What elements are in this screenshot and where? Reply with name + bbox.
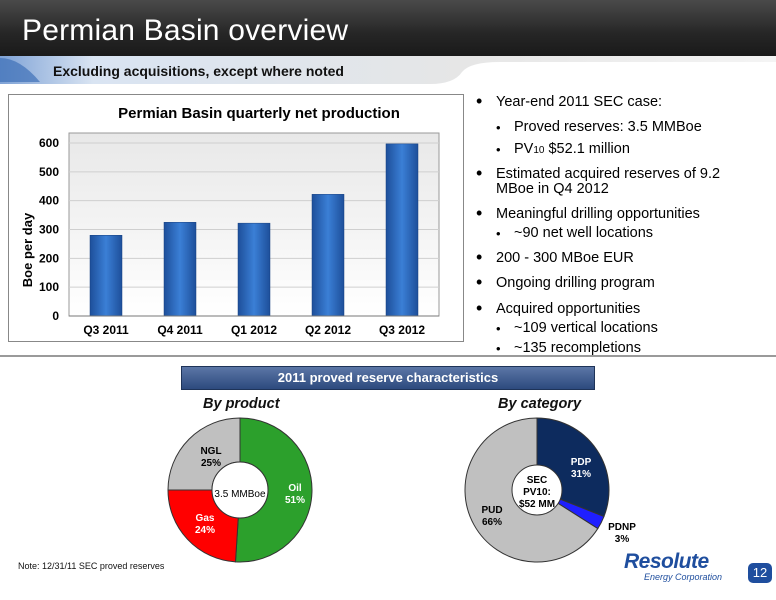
- bullet-eur: 200 - 300 MBoe EUR: [476, 250, 634, 266]
- acquired-line-2: MBoe in Q4 2012: [496, 181, 609, 197]
- title-bar: Permian Basin overview: [0, 0, 776, 56]
- y-tick-label: 300: [39, 223, 59, 237]
- bar: [311, 194, 345, 317]
- bullet-proved: Proved reserves: 3.5 MMBoe: [496, 120, 702, 136]
- bar: [163, 222, 197, 317]
- pv-prefix: PV: [514, 141, 534, 157]
- category-center-label: SEC PV10: $52 MM: [510, 475, 564, 511]
- oil-label-name: Oil: [288, 483, 302, 494]
- gas-label-value: 24%: [194, 525, 215, 536]
- chart-title: Permian Basin quarterly net production: [118, 105, 400, 122]
- bullet-recompletions: ~135 recompletions: [496, 341, 641, 357]
- acquired-line-1: Estimated acquired reserves of 9.2: [496, 166, 721, 182]
- pdp-label-name: PDP: [570, 457, 592, 468]
- y-tick-label: 600: [39, 136, 59, 150]
- company-logo: Resolute Energy Corporation: [624, 550, 736, 586]
- gas-label: Gas 24%: [190, 513, 220, 537]
- bar: [385, 143, 419, 317]
- production-chart: Permian Basin quarterly net production B…: [8, 94, 464, 342]
- subtitle-ribbon: [0, 56, 776, 84]
- by-product-heading: By product: [203, 396, 280, 412]
- pv-subscript: 10: [533, 145, 545, 156]
- pie-center: [511, 464, 563, 516]
- center-line-1: SEC: [526, 475, 548, 486]
- y-axis-label: Boe per day: [20, 212, 35, 287]
- oil-label: Oil 51%: [280, 483, 310, 507]
- y-tick-label: 100: [39, 280, 59, 294]
- page-title: Permian Basin overview: [22, 14, 349, 47]
- y-tick-label: 400: [39, 194, 59, 208]
- x-tick-label: Q1 2012: [231, 323, 277, 337]
- ngl-label-value: 25%: [200, 458, 221, 469]
- product-donut-svg: [167, 417, 313, 563]
- x-tick-label: Q2 2012: [305, 323, 351, 337]
- footnote: Note: 12/31/11 SEC proved reserves: [18, 561, 165, 571]
- bar: [89, 235, 123, 317]
- by-category-heading: By category: [498, 396, 582, 412]
- center-line-2: PV10:: [523, 487, 551, 498]
- category-pie-svg: [464, 417, 610, 563]
- bullet-drilling: Meaningful drilling opportunities: [476, 206, 700, 222]
- pud-label: PUD 66%: [477, 505, 507, 529]
- center-line-3: $52 MM: [518, 499, 556, 510]
- y-tick-label: 200: [39, 251, 59, 265]
- bullet-pv10: PV10 $52.1 million: [496, 142, 630, 158]
- pdnp-label-name: PDNP: [608, 522, 636, 533]
- bullet-acquired-opps: Acquired opportunities: [476, 301, 640, 317]
- bullet-net-wells: ~90 net well locations: [496, 226, 653, 242]
- pv-value: $52.1 million: [544, 141, 630, 157]
- y-tick-label: 0: [52, 309, 59, 323]
- product-center-label: 3.5 MMBoe: [214, 489, 266, 500]
- logo-name: Resolute: [624, 550, 709, 573]
- ngl-label-name: NGL: [200, 446, 222, 457]
- pdp-label-value: 31%: [570, 469, 591, 480]
- bullet-vertical: ~109 vertical locations: [496, 321, 658, 337]
- x-tick-label: Q3 2011: [83, 323, 129, 337]
- pud-label-value: 66%: [481, 517, 502, 528]
- pud-label-name: PUD: [481, 505, 503, 516]
- donut-hole: [211, 461, 269, 519]
- bullet-ongoing: Ongoing drilling program: [476, 275, 655, 291]
- page-number: 12: [748, 563, 772, 583]
- gas-label-name: Gas: [195, 513, 215, 524]
- y-tick-label: 500: [39, 165, 59, 179]
- pdp-label: PDP 31%: [566, 457, 596, 481]
- bar-chart-svg: Permian Basin quarterly net production B…: [20, 105, 440, 337]
- ngl-label: NGL 25%: [196, 446, 226, 470]
- pdnp-label: PDNP 3%: [604, 522, 640, 546]
- x-tick-label: Q3 2012: [379, 323, 425, 337]
- logo-tagline: Energy Corporation: [644, 572, 723, 582]
- subtitle: Excluding acquisitions, except where not…: [53, 63, 344, 79]
- section-divider: [0, 355, 776, 357]
- bar: [237, 222, 271, 317]
- x-tick-label: Q4 2011: [157, 323, 203, 337]
- reserve-banner: 2011 proved reserve characteristics: [181, 366, 595, 390]
- pdnp-label-value: 3%: [614, 534, 630, 545]
- bullet-year-end: Year-end 2011 SEC case:: [476, 94, 662, 110]
- oil-label-value: 51%: [284, 495, 305, 506]
